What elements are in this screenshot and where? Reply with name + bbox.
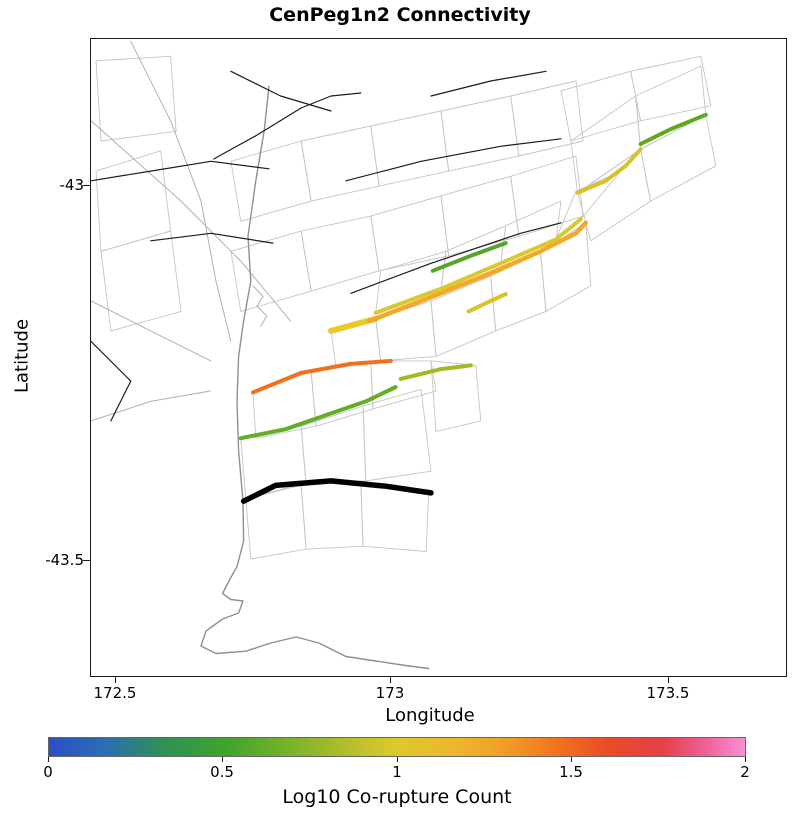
fault-surface-outline [430, 360, 482, 432]
background-gray-line [252, 285, 268, 327]
colorbar-tick-mark [397, 757, 398, 762]
fault-surface-outline [300, 480, 364, 550]
fault-surface-outline [300, 125, 380, 202]
x-tick-label-173-5: 173.5 [646, 684, 690, 702]
fault-trace [345, 138, 562, 182]
x-tick-mark [668, 676, 669, 683]
fault-surface-outline [440, 95, 520, 172]
colorbar-tick-2: 2 [740, 763, 750, 781]
fault-surface-outline [370, 195, 450, 272]
rupture-trace-rupture-yellowgreen [398, 363, 473, 381]
fault-surface-outline [95, 150, 172, 252]
background-gray-line [130, 40, 232, 342]
colorbar-tick-mark [571, 757, 572, 762]
x-tick-label-172-5: 172.5 [93, 684, 137, 702]
colorbar-tick-mark [48, 757, 49, 762]
fault-surface-outline [370, 360, 437, 410]
rupture-trace-CenPeg1n2-source [240, 478, 434, 504]
rupture-trace-rupture-green-ne [638, 112, 708, 146]
fault-trace [213, 92, 362, 160]
rupture-trace-rupture-yellow-east [466, 292, 508, 314]
fault-surface-outline [362, 388, 432, 482]
y-tick-mark [83, 560, 90, 561]
colorbar-gradient [48, 737, 746, 757]
fault-trace [91, 160, 270, 182]
map-canvas [91, 40, 717, 670]
colorbar-label: Log10 Co-rupture Count [282, 786, 512, 808]
fault-trace [350, 222, 562, 294]
fault-trace [430, 70, 547, 97]
fault-surface-outline [100, 230, 182, 332]
colorbar-tick-0-5: 0.5 [210, 763, 234, 781]
fault-surface-outline [230, 140, 312, 222]
fault-surface-outline [95, 55, 177, 142]
fault-trace [91, 340, 132, 422]
colorbar-tick-mark [745, 757, 746, 762]
rupture-trace-rupture-amber-long [366, 220, 589, 324]
fault-trace [150, 232, 274, 244]
coastline [200, 85, 430, 670]
y-axis-label: Latitude [11, 318, 33, 394]
colorbar-tick-1-5: 1.5 [559, 763, 583, 781]
x-axis-label: Longitude [385, 705, 475, 726]
rupture-trace-rupture-yellow-ne [575, 147, 643, 195]
plot-area [90, 38, 787, 677]
y-tick-label-43: -43 [59, 176, 85, 194]
y-tick-label-43-5: -43.5 [45, 551, 84, 569]
x-tick-mark [115, 676, 116, 683]
background-gray-line [91, 120, 292, 322]
page-title: CenPeg1n2 Connectivity [269, 4, 531, 26]
background-gray-line [91, 300, 212, 362]
colorbar-tick-mark [222, 757, 223, 762]
fault-surface-outline [577, 148, 651, 242]
y-tick-mark [83, 185, 90, 186]
fault-surface-outline [510, 80, 584, 157]
rupture-trace-rupture-green-south [238, 385, 398, 441]
fault-surface-outline [510, 155, 584, 237]
x-tick-mark [390, 676, 391, 683]
fault-surface-outline [300, 215, 380, 292]
rupture-trace-rupture-orange [251, 358, 393, 395]
colorbar-tick-1: 1 [392, 763, 402, 781]
fault-surface-outline [635, 65, 707, 150]
rupture-trace-rupture-green-mid [430, 241, 508, 273]
colorbar-tick-0: 0 [43, 763, 53, 781]
fault-surface-outline [630, 55, 712, 122]
fault-trace [230, 70, 332, 112]
rupture-trace-rupture-yellow-long [373, 217, 583, 315]
x-tick-label-173: 173 [375, 684, 405, 702]
fault-surface-outline [370, 110, 450, 187]
fault-surface-outline [540, 222, 592, 312]
background-gray-line [91, 390, 212, 422]
fault-surface-outline [300, 405, 367, 485]
